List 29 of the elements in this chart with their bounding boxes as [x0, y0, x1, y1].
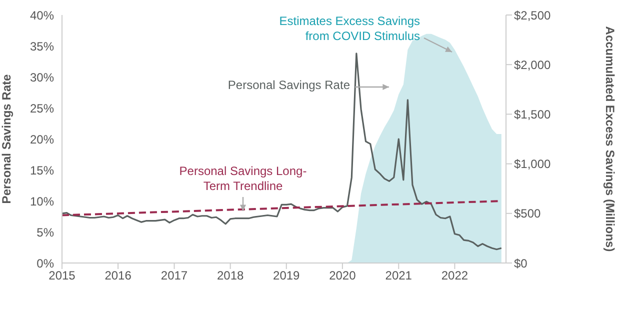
y2-tick-label: $1,500 — [514, 107, 552, 122]
y-tick-label: 30% — [30, 70, 54, 84]
y2-tick-label: $2,000 — [514, 58, 552, 72]
y2-tick-label: $500 — [514, 206, 542, 221]
y2-axis-title: Accumulated Excess Savings (Millions) — [602, 26, 617, 252]
y-tick-label: 15% — [30, 163, 54, 178]
annotation: Estimates Excess Savings from COVID Stimulus — [278, 14, 420, 44]
y-tick-label: 0% — [36, 256, 54, 270]
annotation: Personal Savings Rate — [226, 78, 350, 93]
x-tick-label: 2015 — [48, 268, 76, 283]
line-series — [62, 52, 502, 250]
x-tick-label: 2022 — [441, 268, 468, 283]
x-tick-label: 2018 — [216, 268, 244, 283]
y-tick-label: 10% — [30, 194, 54, 208]
annotation: Personal Savings Long-Term Trendline — [178, 164, 308, 194]
x-tick-label: 2020 — [329, 268, 356, 283]
x-tick-label: 2017 — [160, 268, 188, 283]
y2-tick-label: $1,000 — [514, 157, 552, 172]
y-tick-label: 35% — [30, 39, 54, 54]
y-tick-label: 5% — [36, 225, 54, 240]
y2-tick-label: $2,500 — [514, 8, 552, 22]
y-tick-label: 20% — [30, 132, 54, 146]
y-tick-label: 25% — [30, 101, 54, 116]
y-tick-label: 40% — [30, 8, 54, 22]
y-axis-title: Personal Savings Rate — [0, 74, 14, 204]
y2-tick-label: $0 — [514, 256, 528, 270]
x-tick-label: 2019 — [273, 268, 300, 283]
x-tick-label: 2021 — [385, 268, 412, 283]
x-tick-label: 2016 — [104, 268, 132, 283]
